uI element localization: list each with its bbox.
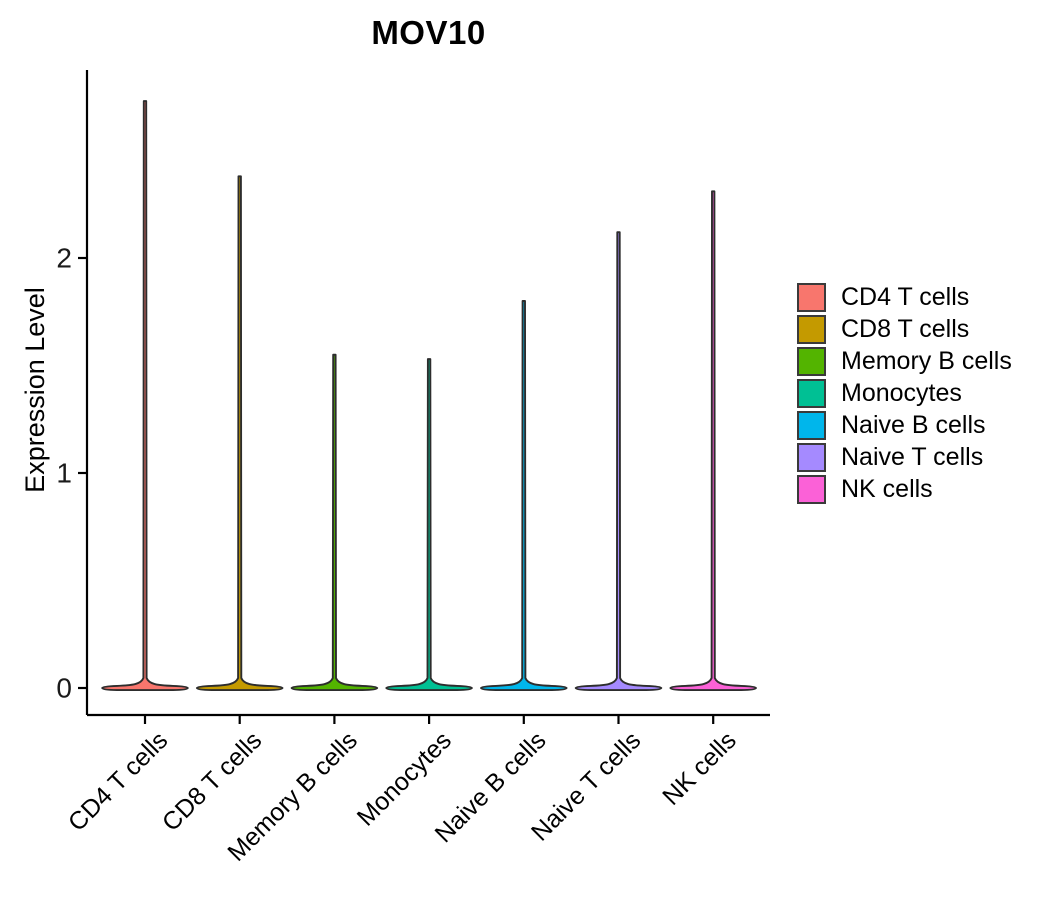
legend-color-swatch (797, 347, 826, 376)
violin-shape (195, 175, 284, 692)
violin-shape (385, 358, 473, 692)
legend-color-swatch (797, 315, 826, 344)
legend-color-swatch (797, 411, 826, 440)
violin-shape (669, 190, 757, 692)
violin-shape (290, 353, 379, 692)
legend-item: Naive T cells (797, 443, 1012, 472)
legend-item-label: Memory B cells (841, 347, 1012, 375)
violin-shape (480, 300, 568, 692)
legend-item-label: NK cells (841, 475, 933, 503)
y-tick-label: 0 (56, 673, 72, 704)
legend-item-label: Monocytes (841, 379, 962, 407)
y-tick-label: 1 (56, 458, 72, 489)
legend: CD4 T cells CD8 T cells Memory B cells Mono… (797, 283, 1012, 507)
legend-item-label: CD8 T cells (841, 315, 970, 343)
legend-item: Monocytes (797, 379, 1012, 408)
legend-color-swatch (797, 379, 826, 408)
legend-item-label: CD4 T cells (841, 283, 970, 311)
legend-color-swatch (797, 475, 826, 504)
y-tick-label: 2 (56, 243, 72, 274)
legend-color-swatch (797, 443, 826, 472)
legend-item: CD4 T cells (797, 283, 1012, 312)
legend-item: NK cells (797, 475, 1012, 504)
violin-shape (101, 100, 189, 692)
legend-item: CD8 T cells (797, 315, 1012, 344)
legend-item: Memory B cells (797, 347, 1012, 376)
legend-item: Naive B cells (797, 411, 1012, 440)
legend-color-swatch (797, 283, 826, 312)
chart-title: MOV10 (371, 14, 486, 51)
legend-item-label: Naive T cells (841, 443, 984, 471)
legend-item-label: Naive B cells (841, 411, 986, 439)
violin-shape (574, 231, 663, 692)
